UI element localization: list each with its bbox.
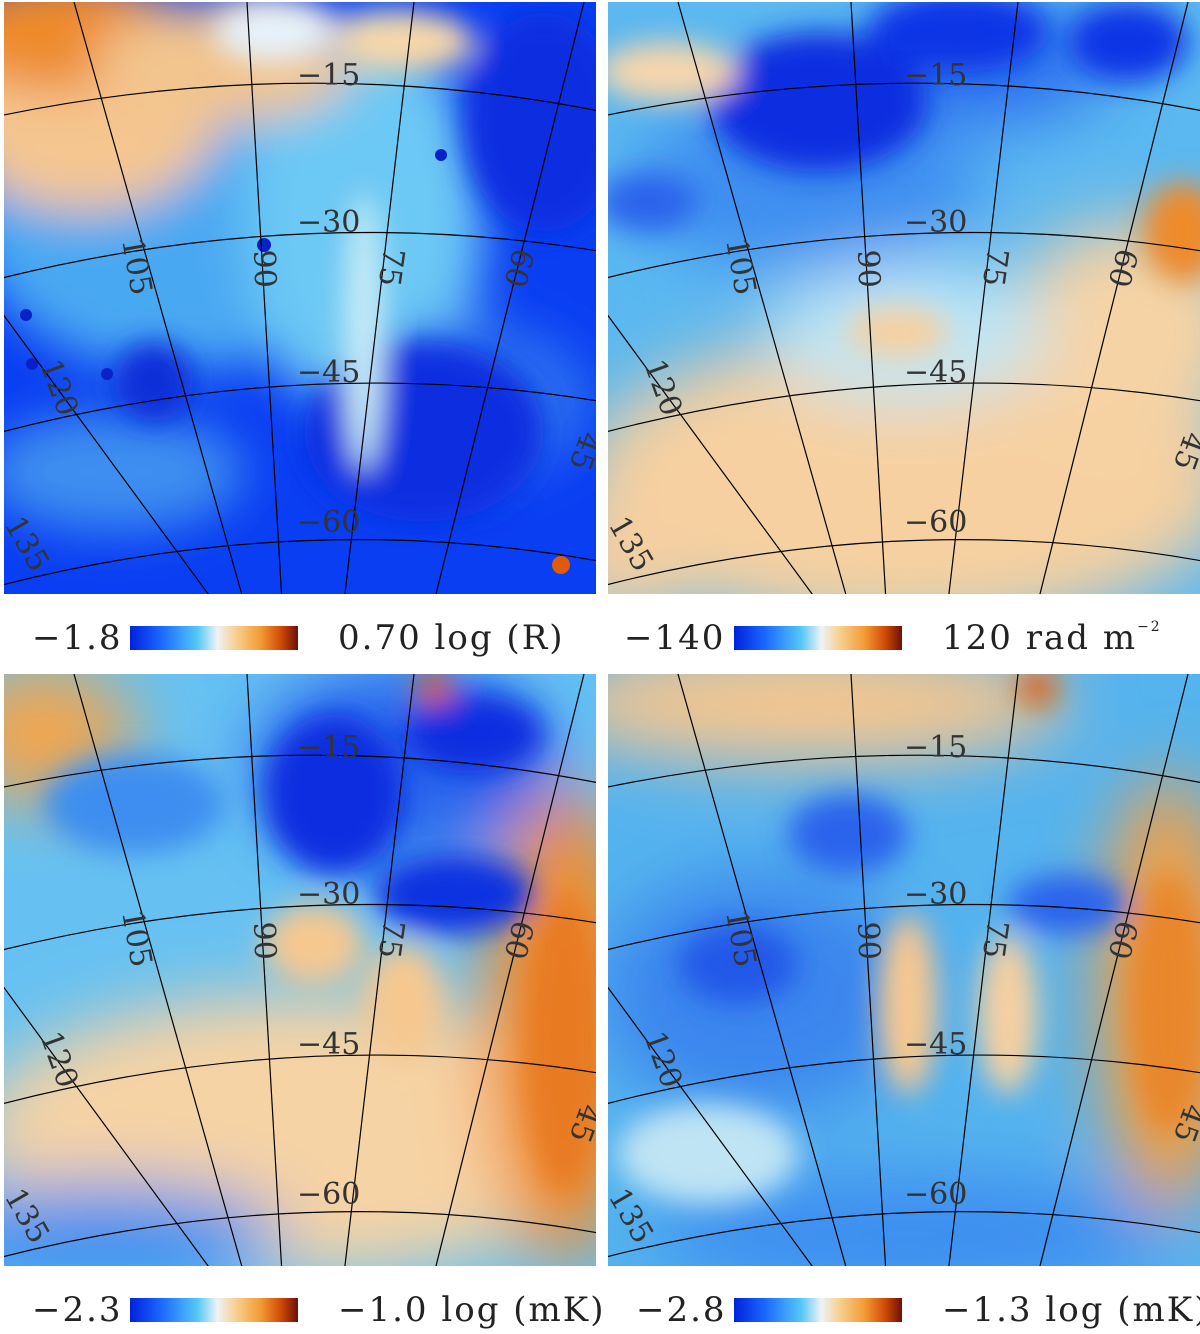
lon-label: 75 [371,246,411,289]
lon-label: 75 [975,918,1015,961]
lat-label: −60 [297,505,360,540]
colorbar [130,626,298,650]
colorbar-min: −2.8 [636,1290,727,1330]
lat-label: −15 [297,730,360,765]
map-panel-halpha: −15 −30 −45 −60 105 90 75 60 120 45 135 [4,2,596,594]
map-panel-polarized-2: −15 −30 −45 −60 105 90 75 60 120 45 135 [608,674,1200,1266]
lon-label: 90 [850,921,886,960]
colorbar [130,1298,298,1322]
colorbar-min: −140 [624,618,726,658]
lat-label: −45 [904,355,967,390]
lat-label: −45 [297,355,360,390]
colorbar [734,626,902,650]
colorbar-legend-polarized-2: −2.8 −1.3 log (mK) [604,1278,1200,1334]
colorbar-max: −1.3 log (mK) [942,1290,1200,1330]
map-panel-rotation-measure: −15 −30 −45 −60 105 90 75 60 120 45 135 [608,2,1200,594]
map-panel-polarized-1: −15 −30 −45 −60 105 90 75 60 120 45 135 [4,674,596,1266]
lat-label: −30 [297,205,360,240]
lat-label: −30 [904,205,967,240]
colorbar-max: −1.0 log (mK) [338,1290,606,1330]
colorbar-legend-halpha: −1.8 0.70 log (R) [0,606,600,662]
lon-label: 90 [850,249,886,288]
colorbar-max: 0.70 log (R) [338,618,565,658]
colorbar-min: −1.8 [32,618,123,658]
lon-label: 90 [246,921,282,960]
lat-label: −60 [904,505,967,540]
lat-label: −60 [297,1177,360,1212]
colorbar-legend-rotation-measure: −140 120 rad m−2 [604,606,1200,662]
graticule [608,674,1200,1266]
lat-label: −45 [904,1027,967,1062]
colorbar-min: −2.3 [32,1290,123,1330]
lat-label: −15 [904,730,967,765]
colorbar-legend-polarized-1: −2.3 −1.0 log (mK) [0,1278,603,1334]
lat-label: −60 [904,1177,967,1212]
lat-label: −15 [904,58,967,93]
graticule [608,2,1200,594]
colorbar [734,1298,902,1322]
lon-label: 75 [371,918,411,961]
lon-label: 90 [246,249,282,288]
lat-label: −30 [297,877,360,912]
lat-label: −15 [297,58,360,93]
graticule [4,2,596,594]
lat-label: −30 [904,877,967,912]
lon-label: 75 [975,246,1015,289]
graticule [4,674,596,1266]
graticule-labels: −15 −30 −45 −60 105 90 75 60 120 45 135 [4,730,596,1250]
colorbar-max: 120 rad m−2 [942,618,1162,658]
lat-label: −45 [297,1027,360,1062]
